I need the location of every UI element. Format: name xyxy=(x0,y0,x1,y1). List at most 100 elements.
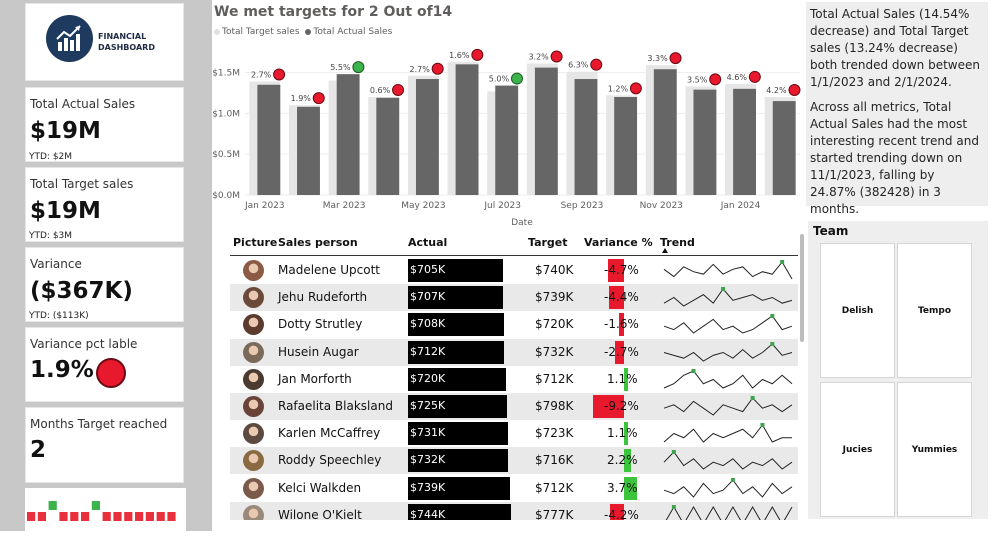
legend-actual-label: Total Actual Sales xyxy=(313,27,393,37)
sales-person-name: Dotty Strutley xyxy=(278,317,363,332)
data-label: 4.2% xyxy=(766,86,787,95)
trend-sparkline xyxy=(663,341,793,362)
sparkline-max-marker xyxy=(760,423,765,428)
actual-bar[interactable] xyxy=(614,97,638,195)
actual-data-bar xyxy=(408,286,504,310)
actual-data-bar xyxy=(408,259,503,282)
actual-bar[interactable] xyxy=(772,101,796,195)
team-tile-jucies[interactable]: Jucies xyxy=(820,382,895,517)
data-label: 0.6% xyxy=(370,86,391,95)
sparkline-max-marker xyxy=(780,260,785,264)
table-row[interactable]: Roddy Speechley $732K $716K 2.2% xyxy=(230,447,798,475)
kpi-ytd: YTD: $2M xyxy=(29,152,73,162)
sparkline-max-marker xyxy=(770,341,775,346)
y-tick-label: $0.0M xyxy=(212,191,240,201)
avatar xyxy=(243,396,264,417)
actual-bar[interactable] xyxy=(297,106,320,195)
team-tile-delish[interactable]: Delish xyxy=(820,243,895,378)
chart-title: We met targets for 2 Out of14 xyxy=(214,4,453,20)
actual-bar[interactable] xyxy=(455,64,479,195)
target-value: $798K xyxy=(535,399,574,413)
team-slicer-title: Team xyxy=(813,224,849,238)
actual-bar[interactable] xyxy=(495,85,519,195)
actual-bar[interactable] xyxy=(693,89,717,195)
x-tick-label: Jan 2024 xyxy=(720,201,761,211)
table-row[interactable]: Rafaelita Blaksland $725K $798K -9.2% xyxy=(230,393,798,420)
sort-arrow-icon[interactable] xyxy=(662,248,668,253)
actual-value: $744K xyxy=(410,507,446,520)
legend-target-label: Total Target sales xyxy=(222,27,300,37)
sparkline-max-marker xyxy=(671,504,676,509)
target-value: $732K xyxy=(535,344,574,359)
bar-chart-arrow-icon xyxy=(46,15,93,62)
actual-bar[interactable] xyxy=(415,79,439,195)
actual-data-bar xyxy=(408,476,510,500)
variance-value: -9.2% xyxy=(604,399,639,413)
table-row[interactable]: Husein Augar $712K $732K -2.7% xyxy=(230,338,798,366)
month-missed-mark xyxy=(70,512,79,521)
kpi-card-target: Total Target sales $19M YTD: $3M xyxy=(25,167,184,242)
team-tile-yummies[interactable]: Yummies xyxy=(897,382,972,517)
target-met-icon xyxy=(510,72,523,85)
data-label: 4.6% xyxy=(727,73,748,82)
sparkline-max-marker xyxy=(721,287,726,292)
variance-data-bar xyxy=(618,313,624,337)
table-row[interactable]: Madelene Upcott $705K $740K -4.7% xyxy=(230,257,798,284)
actual-bar[interactable] xyxy=(257,84,281,195)
month-missed-mark xyxy=(27,512,36,521)
actual-bar[interactable] xyxy=(733,88,756,195)
team-slicer: Team Delish Tempo Jucies Yummies xyxy=(808,221,988,519)
variance-data-bar xyxy=(624,422,628,446)
table-row[interactable]: Kelci Walkden $739K $712K 3.7% xyxy=(230,475,798,502)
variance-value: -4.2% xyxy=(604,507,639,520)
table-row[interactable]: Jan Morforth $720K $712K 1.1% xyxy=(230,366,798,393)
sparkline-max-marker xyxy=(770,314,775,319)
actual-bar[interactable] xyxy=(653,69,677,195)
sparkline-max-marker xyxy=(750,396,755,400)
actual-value: $705K xyxy=(410,263,446,276)
actual-value: $712K xyxy=(410,344,446,358)
kpi-ytd: YTD: ($113K) xyxy=(29,311,89,321)
month-missed-mark xyxy=(135,512,144,521)
variance-data-bar xyxy=(608,259,624,282)
logo-line-2: DASHBOARD xyxy=(98,43,155,52)
actual-bar[interactable] xyxy=(336,74,360,195)
trend-sparkline xyxy=(663,287,793,307)
avatar xyxy=(243,368,264,390)
target-missed-icon xyxy=(788,84,801,96)
table-scrollbar[interactable] xyxy=(800,234,804,342)
actual-data-bar xyxy=(408,367,506,391)
data-label: 1.9% xyxy=(291,94,312,103)
header-target[interactable]: Target xyxy=(528,236,568,249)
actual-bar[interactable] xyxy=(376,97,400,195)
target-value: $716K xyxy=(535,453,574,468)
actual-bar[interactable] xyxy=(534,67,558,195)
table-row[interactable]: Dotty Strutley $708K $720K -1.6% xyxy=(230,311,798,338)
actual-bar[interactable] xyxy=(574,79,598,195)
table-row[interactable]: Jehu Rudeforth $707K $739K -4.4% xyxy=(230,284,798,312)
header-trend[interactable]: Trend xyxy=(660,236,695,249)
header-sales-person[interactable]: Sales person xyxy=(278,236,358,249)
header-variance[interactable]: Variance % xyxy=(584,236,653,249)
variance-value: 1.1% xyxy=(607,426,638,441)
header-actual[interactable]: Actual xyxy=(408,236,448,249)
month-missed-mark xyxy=(37,512,46,521)
sparkline-path xyxy=(663,397,793,416)
legend-actual-icon xyxy=(305,28,312,35)
target-missed-icon xyxy=(709,73,722,86)
avatar xyxy=(243,341,264,363)
sales-person-table: Picture Sales person Actual Target Varia… xyxy=(230,232,798,520)
table-row[interactable]: Wilone O'Kielt $744K $777K -4.2% xyxy=(230,501,798,520)
sales-person-name: Karlen McCaffrey xyxy=(278,426,381,441)
table-row[interactable]: Karlen McCaffrey $731K $723K 1.1% xyxy=(230,420,798,447)
team-tile-tempo[interactable]: Tempo xyxy=(897,243,972,378)
header-picture[interactable]: Picture xyxy=(233,236,278,249)
x-tick-label: Mar 2023 xyxy=(323,201,366,211)
sparkline-path xyxy=(663,478,793,498)
month-missed-mark xyxy=(113,512,122,521)
sales-bar-chart[interactable]: $0.0M $0.5M $1.0M $1.5M 2.7% 1.9% 5.5% 0.6% 2.7%… xyxy=(212,40,802,230)
sparkline-path xyxy=(663,288,793,307)
avatar xyxy=(243,287,264,309)
target-value: $720K xyxy=(535,317,574,332)
